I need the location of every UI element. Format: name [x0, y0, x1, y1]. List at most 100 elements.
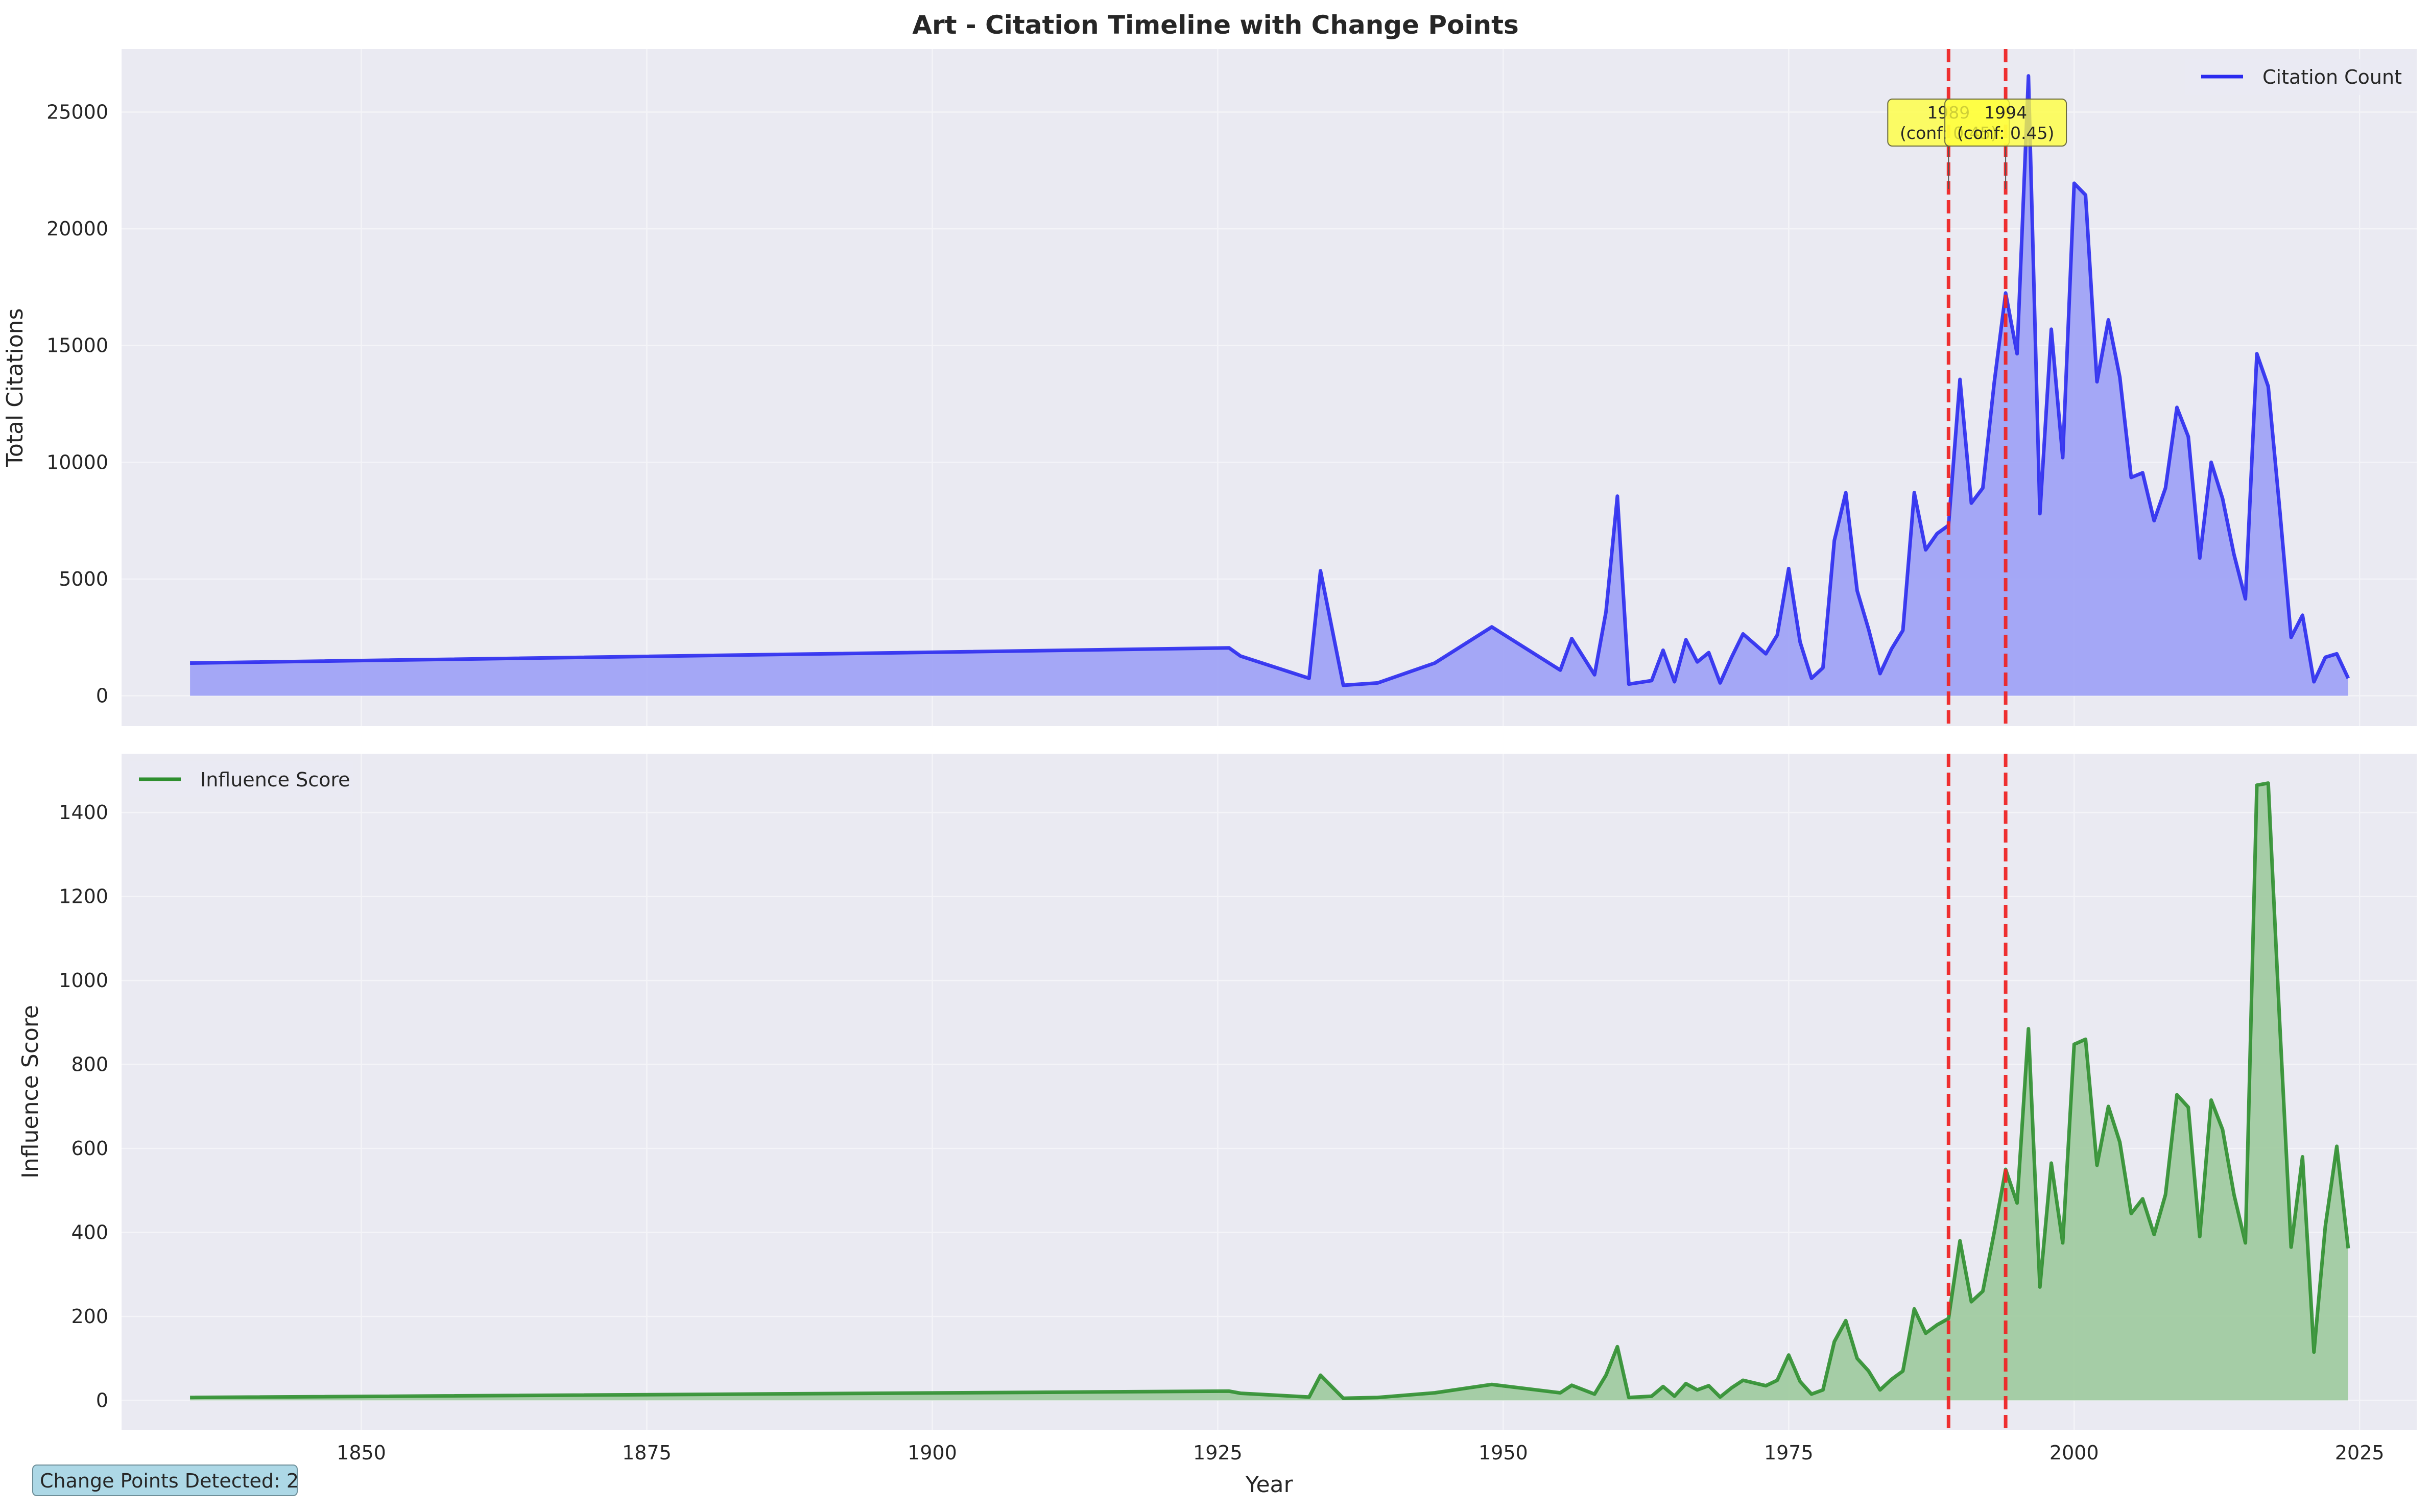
y-tick-label: 1400 — [59, 801, 108, 824]
data-point — [1628, 683, 1630, 685]
data-point — [1377, 1397, 1378, 1398]
citation-fill — [190, 76, 2348, 696]
x-tick-label: 2025 — [2335, 1442, 2385, 1464]
data-point — [1868, 1370, 1869, 1372]
data-point — [1434, 1392, 1436, 1394]
data-point — [2199, 1236, 2201, 1237]
data-point — [2268, 386, 2269, 387]
data-point — [2210, 1099, 2212, 1101]
data-point — [1434, 662, 1436, 664]
data-point — [2153, 1234, 2155, 1235]
data-point — [2074, 182, 2075, 184]
y-tick-label: 600 — [71, 1137, 108, 1160]
y-tick-label: 25000 — [46, 101, 108, 123]
data-point — [2336, 653, 2338, 655]
data-point — [2096, 381, 2098, 382]
data-point — [1776, 634, 1778, 636]
data-point — [1628, 1397, 1630, 1398]
data-point — [1651, 680, 1653, 681]
data-point — [1308, 1396, 1310, 1398]
annotation-year: 1994 — [1984, 103, 2027, 123]
data-point — [2062, 457, 2063, 459]
data-point — [1308, 678, 1310, 679]
data-point — [2279, 508, 2280, 510]
data-point — [1377, 682, 1378, 684]
data-point — [1822, 667, 1824, 668]
data-point — [1937, 1324, 1938, 1326]
change-points-badge: Change Points Detected: 2 — [32, 1465, 299, 1496]
data-point — [1776, 1380, 1778, 1381]
data-point — [1982, 487, 1984, 489]
data-point — [1971, 1301, 1972, 1303]
data-point — [1228, 647, 1230, 649]
data-point — [2233, 554, 2235, 555]
y-tick-label: 400 — [71, 1221, 108, 1243]
y-tick-label: 0 — [96, 685, 108, 707]
data-point — [1891, 1379, 1892, 1380]
data-point — [2119, 376, 2120, 378]
data-point — [1788, 568, 1790, 569]
data-point — [1868, 629, 1869, 630]
data-point — [1799, 1381, 1801, 1382]
y-tick-label: 800 — [71, 1053, 108, 1076]
data-point — [1662, 650, 1664, 651]
data-point — [189, 1397, 191, 1398]
influence-line — [190, 781, 2350, 1400]
data-point — [1731, 1387, 1732, 1388]
data-point — [2325, 657, 2326, 658]
data-point — [2187, 436, 2189, 438]
data-point — [2233, 1194, 2235, 1195]
data-point — [1937, 533, 1938, 534]
data-point — [2074, 1044, 2075, 1045]
data-point — [2039, 513, 2041, 514]
y-tick-label: 10000 — [46, 451, 108, 473]
data-point — [2279, 1022, 2280, 1023]
x-tick-label: 1975 — [1764, 1442, 1814, 1464]
data-point — [2085, 194, 2086, 196]
influence-legend-label: Influence Score — [200, 769, 350, 791]
citation-line — [190, 74, 2350, 687]
data-point — [2325, 1226, 2326, 1227]
data-point — [2028, 1028, 2029, 1029]
y-tick-label: 200 — [71, 1305, 108, 1328]
citation-area — [190, 74, 2350, 696]
data-point — [1822, 1389, 1824, 1390]
citation-legend-label: Citation Count — [2262, 66, 2402, 88]
data-point — [1571, 638, 1572, 639]
data-point — [1605, 611, 1607, 613]
data-point — [1811, 1394, 1813, 1395]
data-point — [2222, 1129, 2223, 1131]
data-point — [1811, 678, 1813, 679]
data-point — [2131, 477, 2132, 478]
change-point-annotations: 1989(conf: 0.45)1994(conf: 0.45) — [1887, 99, 2067, 189]
data-point — [2302, 1156, 2303, 1158]
data-point — [1902, 630, 1903, 631]
data-point — [2313, 681, 2315, 683]
data-point — [1982, 1290, 1984, 1292]
data-point — [1594, 1394, 1595, 1395]
influence-fill — [190, 783, 2348, 1401]
x-tick-label: 1850 — [337, 1442, 386, 1464]
data-point — [1765, 1385, 1767, 1386]
data-point — [1697, 661, 1698, 663]
data-point — [1742, 1380, 1744, 1381]
data-point — [1616, 495, 1618, 497]
data-point — [2142, 472, 2143, 473]
data-point — [2051, 1162, 2052, 1164]
data-point — [1708, 652, 1709, 654]
data-point — [2108, 319, 2109, 321]
data-point — [1833, 1341, 1835, 1342]
data-point — [1971, 502, 1972, 504]
data-point — [2085, 1039, 2086, 1040]
data-point — [2210, 462, 2212, 463]
data-point — [1845, 492, 1847, 493]
data-point — [2245, 1242, 2246, 1244]
data-point — [1720, 682, 1721, 684]
data-point — [1594, 674, 1595, 676]
x-tick-label: 1875 — [622, 1442, 672, 1464]
data-point — [2199, 557, 2201, 559]
data-point — [2336, 1145, 2338, 1147]
data-point — [1685, 639, 1687, 640]
annotation-confidence: (conf: 0.45) — [1957, 123, 2055, 143]
